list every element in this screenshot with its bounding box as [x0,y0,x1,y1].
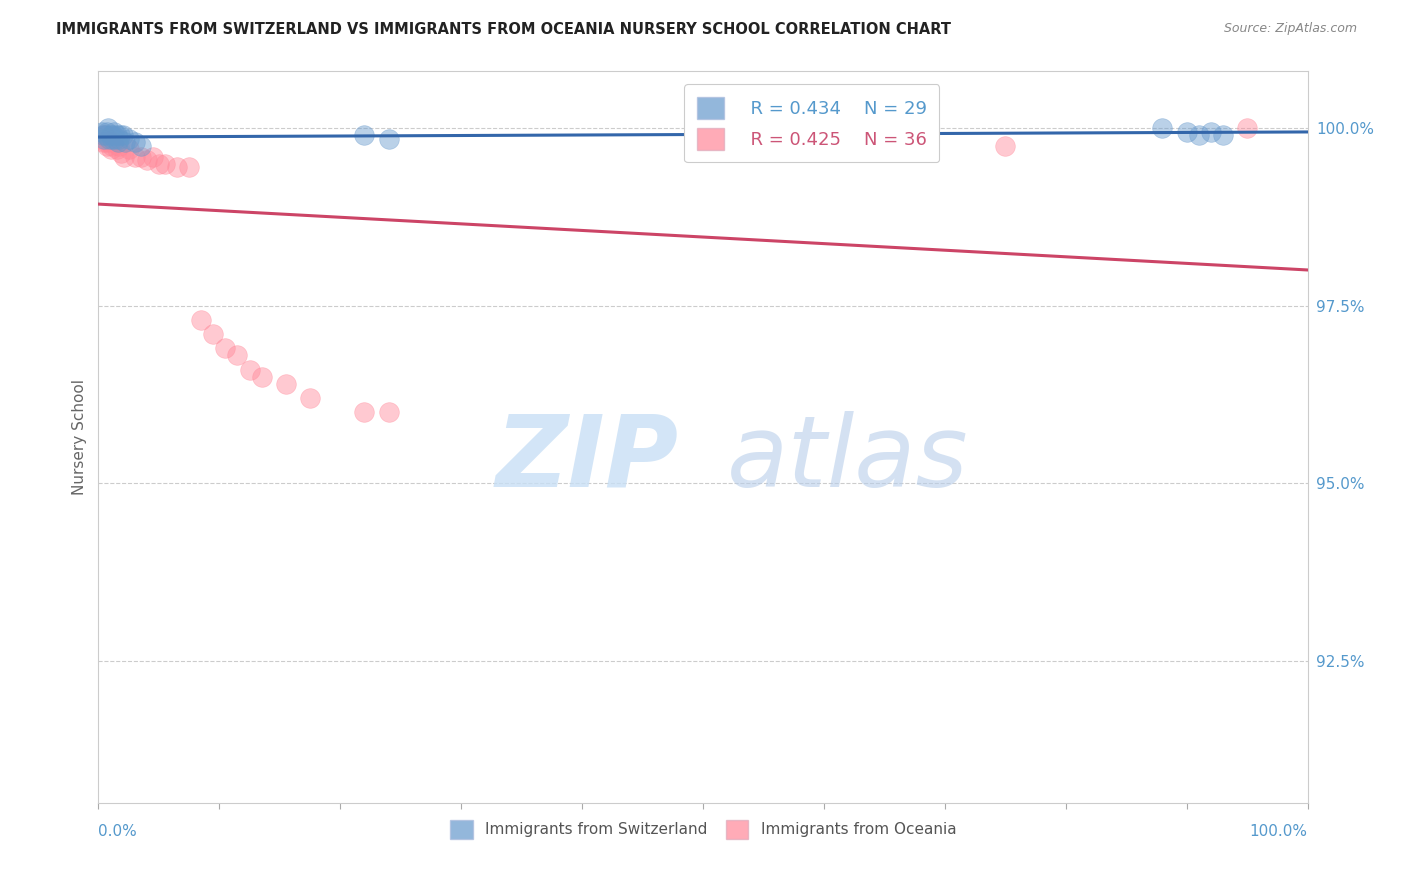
Point [1188,128,1211,143]
Point [108,132,131,146]
Point [105,143,128,157]
Point [110,146,132,161]
Point [100,132,122,146]
Point [299,391,322,405]
Point [166,160,188,174]
Point [190,313,212,327]
Point [214,341,236,355]
Point [274,376,297,391]
Point [124,136,146,150]
Text: 0.0%: 0.0% [98,823,138,838]
Point [994,139,1017,153]
Point [111,128,134,143]
Point [1199,125,1222,139]
Point [91,125,114,139]
Point [129,139,152,153]
Point [96,139,118,153]
Point [1175,125,1198,139]
Point [179,160,201,174]
Point [1212,128,1234,143]
Point [105,128,128,143]
Point [97,132,120,146]
Point [98,132,121,146]
Point [91,128,114,143]
Point [114,136,136,150]
Text: IMMIGRANTS FROM SWITZERLAND VS IMMIGRANTS FROM OCEANIA NURSERY SCHOOL CORRELATIO: IMMIGRANTS FROM SWITZERLAND VS IMMIGRANT… [56,22,952,37]
Point [100,143,122,157]
Point [94,136,117,150]
Point [135,153,157,168]
Point [107,136,129,150]
Point [153,156,176,170]
Legend: Immigrants from Switzerland, Immigrants from Oceania: Immigrants from Switzerland, Immigrants … [441,813,965,847]
Point [377,132,399,146]
Point [142,150,165,164]
Point [377,405,399,419]
Point [118,143,141,157]
Point [353,128,375,143]
Text: atlas: atlas [727,410,969,508]
Point [1236,121,1258,136]
Point [100,139,122,153]
Point [112,150,135,164]
Point [239,362,262,376]
Point [101,136,124,150]
Point [94,128,117,143]
Point [202,327,225,342]
Point [250,369,273,384]
Point [103,125,125,139]
Point [98,136,121,150]
Text: Source: ZipAtlas.com: Source: ZipAtlas.com [1223,22,1357,36]
Point [104,132,127,146]
Point [96,125,118,139]
Point [100,128,122,143]
Point [118,132,141,146]
Point [765,125,787,139]
Point [124,150,146,164]
Point [108,128,131,143]
Point [108,139,131,153]
Text: 100.0%: 100.0% [1250,823,1308,838]
Text: ZIP: ZIP [496,410,679,508]
Point [93,128,115,143]
Point [91,132,114,146]
Point [93,132,115,146]
Point [91,136,114,150]
Point [226,348,249,362]
Point [1152,121,1174,136]
Point [148,156,170,170]
Point [97,121,120,136]
Point [353,405,375,419]
Point [101,128,124,143]
Y-axis label: Nursery School: Nursery School [72,379,87,495]
Point [129,150,152,164]
Point [103,132,125,146]
